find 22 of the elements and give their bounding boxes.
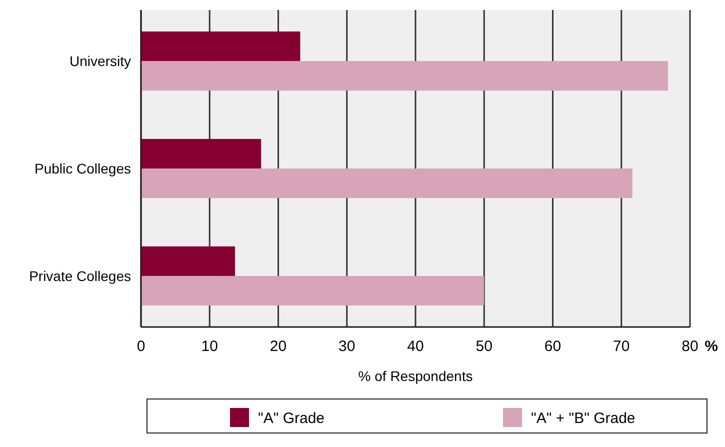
x-tick-label: 70: [613, 338, 630, 355]
y-tick-label: University: [70, 53, 131, 70]
x-tick-label: 30: [338, 338, 356, 355]
legend-label: "A" Grade: [258, 410, 325, 427]
legend-label: "A" + "B" Grade: [531, 410, 636, 427]
x-tick-label: 0: [136, 338, 146, 355]
bar: [141, 246, 236, 276]
text: %: [704, 338, 718, 355]
bar: [141, 31, 300, 62]
y-tick-label: Public Colleges: [34, 160, 131, 176]
x-tick-label: 40: [407, 338, 424, 355]
x-tick-label: 10: [201, 338, 218, 355]
x-tick-label: 50: [476, 338, 492, 355]
x-axis-title: % of Respondents: [358, 368, 473, 384]
y-tick-label: Private Colleges: [29, 268, 131, 284]
x-tick-label: 80: [682, 338, 698, 355]
bar: [141, 168, 632, 198]
bar: [141, 276, 484, 306]
bar: [141, 138, 262, 168]
x-tick-label: 60: [544, 338, 562, 355]
x-tick-label: 20: [270, 338, 287, 355]
bar: [141, 61, 668, 91]
